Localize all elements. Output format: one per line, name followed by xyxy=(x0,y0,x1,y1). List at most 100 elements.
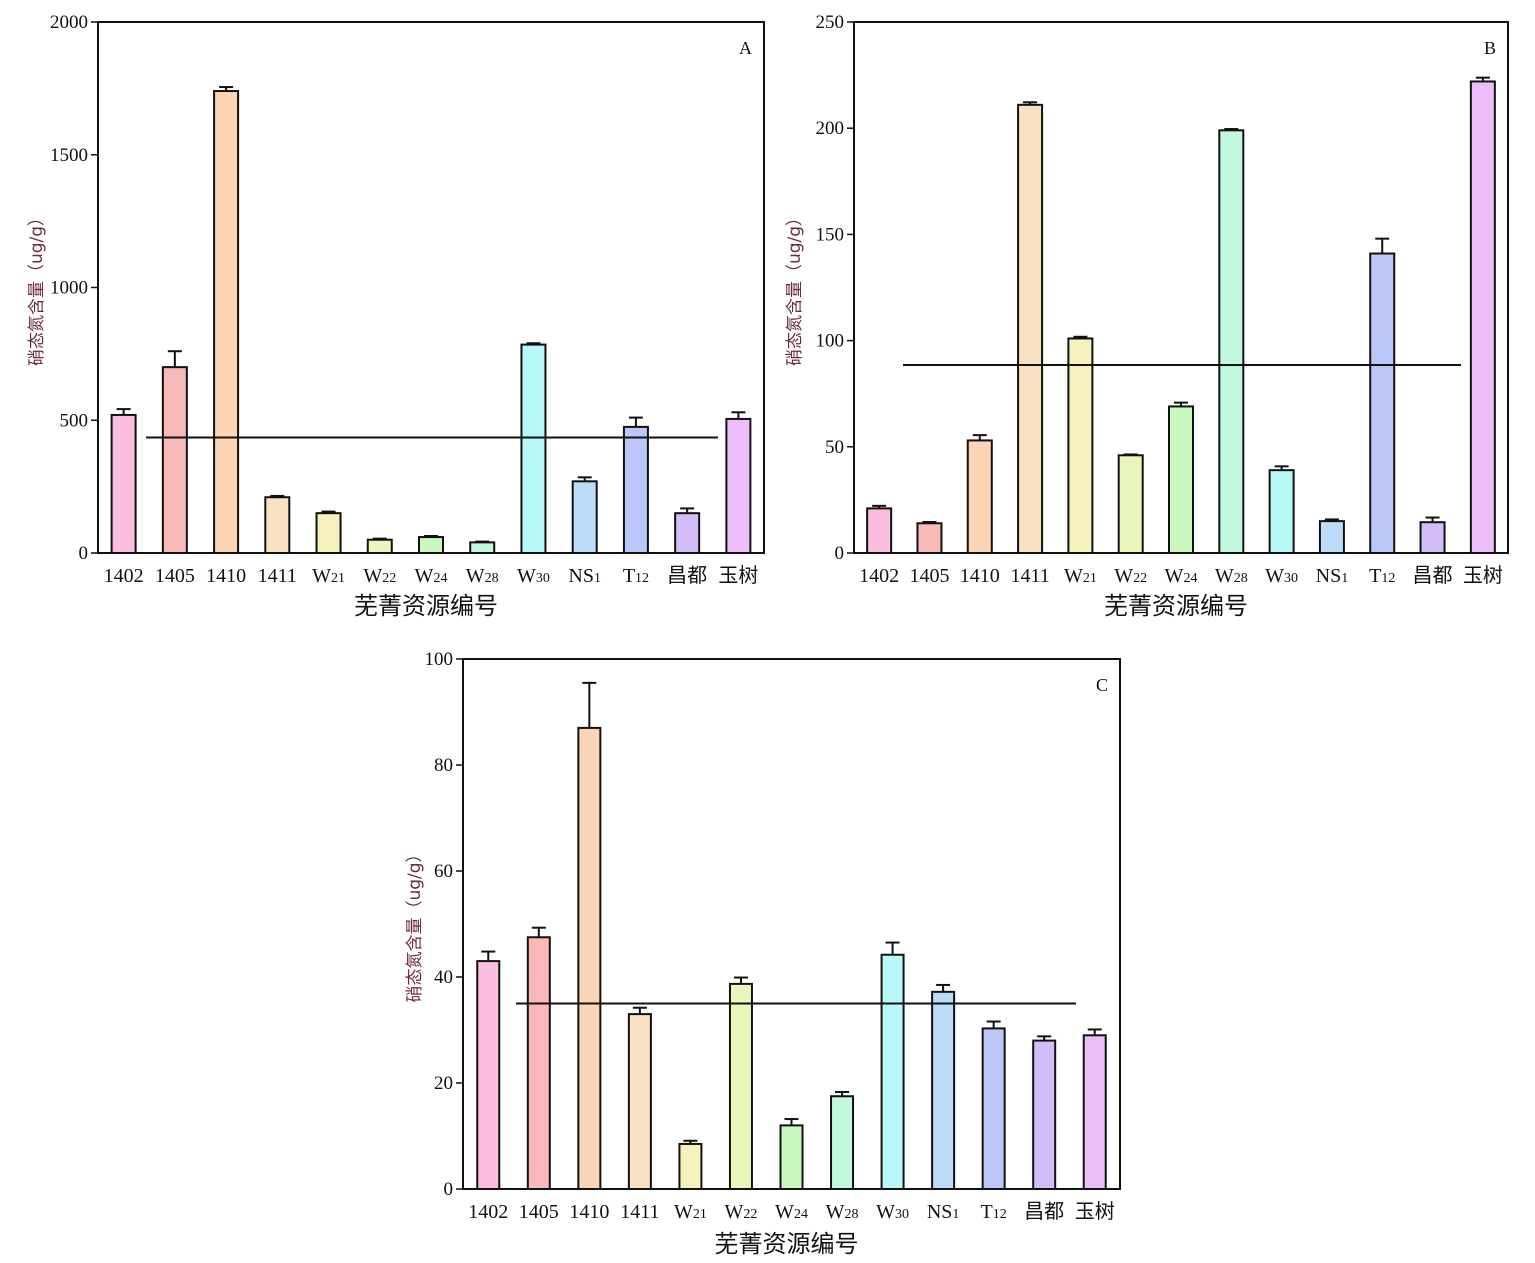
x-tick-label: W22 xyxy=(1114,565,1147,587)
y-tick-label: 0 xyxy=(444,1179,454,1200)
bar xyxy=(725,417,752,554)
bar xyxy=(966,439,993,555)
x-axis-title: 芜菁资源编号 xyxy=(354,592,498,620)
bar xyxy=(1369,252,1396,555)
bar xyxy=(678,1142,703,1190)
x-tick-label: NS1 xyxy=(927,1201,960,1223)
x-tick-label: 1410 xyxy=(206,565,246,587)
bar xyxy=(830,1095,855,1190)
x-tick-label: 昌都 xyxy=(1413,564,1453,587)
bar xyxy=(161,366,188,554)
y-tick-label: 40 xyxy=(434,967,453,988)
bar xyxy=(1168,405,1194,554)
x-tick-label: 昌都 xyxy=(1024,1200,1064,1223)
bar xyxy=(469,541,496,555)
x-tick-label: W21 xyxy=(674,1201,707,1223)
x-tick-label: 1411 xyxy=(1010,565,1049,587)
chart-panel-c: 0 20 40 60 80 100 1402 1405 1410 1411 W21 W22 W24 W28… xyxy=(405,649,1121,1258)
y-axis-title: 硝态氮含量（ug/g） xyxy=(785,209,805,366)
y-tick-label: 500 xyxy=(60,410,89,431)
x-tick-label: 1405 xyxy=(909,565,949,587)
x-tick-label: 1405 xyxy=(155,565,195,587)
x-tick-label: W21 xyxy=(1064,565,1097,587)
x-tick-label: W24 xyxy=(415,565,448,587)
y-tick-label: 150 xyxy=(816,224,845,245)
bar xyxy=(264,496,291,554)
bar xyxy=(1117,454,1144,554)
x-tick-label: 1402 xyxy=(859,565,899,587)
x-tick-label: 昌都 xyxy=(667,564,707,587)
x-tick-label: W22 xyxy=(363,565,396,587)
y-tick-label: 250 xyxy=(816,12,845,33)
bar xyxy=(1469,80,1496,555)
y-tick-label: 1500 xyxy=(50,145,88,166)
y-tick-label: 100 xyxy=(425,649,454,670)
bar xyxy=(880,953,905,1190)
bar xyxy=(627,1013,652,1190)
x-tick-label: W28 xyxy=(826,1201,859,1223)
bar xyxy=(213,90,240,554)
y-tick-label: 20 xyxy=(434,1073,453,1094)
bar xyxy=(366,538,393,554)
bar xyxy=(577,726,602,1191)
x-axis-title: 芜菁资源编号 xyxy=(1104,592,1248,620)
bar xyxy=(1032,1039,1057,1190)
x-tick-label: 玉树 xyxy=(1075,1200,1115,1223)
x-tick-label: 1410 xyxy=(569,1201,609,1223)
x-tick-label: 1402 xyxy=(468,1201,508,1223)
x-tick-label: T12 xyxy=(1369,565,1395,587)
bar xyxy=(1218,129,1245,554)
y-tick-label: 50 xyxy=(825,437,844,458)
x-tick-label: 1410 xyxy=(960,565,1000,587)
x-tick-label: 1402 xyxy=(104,565,144,587)
y-tick-label: 0 xyxy=(835,543,845,564)
x-tick-label: 1411 xyxy=(258,565,297,587)
panel-letter: C xyxy=(1096,675,1108,695)
bar xyxy=(476,960,501,1190)
bar xyxy=(1082,1034,1107,1191)
bar xyxy=(866,507,893,554)
bar xyxy=(110,413,137,554)
panel-letter: B xyxy=(1484,38,1496,58)
bar xyxy=(981,1027,1006,1191)
y-tick-label: 200 xyxy=(816,118,845,139)
bar xyxy=(1067,337,1094,555)
y-tick-label: 0 xyxy=(79,543,89,564)
y-tick-label: 60 xyxy=(434,861,453,882)
x-tick-label: W30 xyxy=(1265,565,1298,587)
x-tick-label: T12 xyxy=(623,565,649,587)
x-tick-label: 1405 xyxy=(519,1201,559,1223)
x-tick-label: NS1 xyxy=(1316,565,1349,587)
x-tick-label: W24 xyxy=(1165,565,1198,587)
bar xyxy=(571,480,598,554)
plot-frame xyxy=(462,658,1121,1190)
y-axis-title: 硝态氮含量（ug/g） xyxy=(27,209,47,366)
x-tick-label: T12 xyxy=(981,1201,1007,1223)
bar xyxy=(674,512,701,554)
x-axis-title: 芜菁资源编号 xyxy=(715,1230,859,1258)
chart-panel-b: 0 50 100 150 200 250 1402 1405 1410 1411 W21 W22 W24… xyxy=(785,12,1509,620)
x-tick-label: 玉树 xyxy=(718,564,758,587)
bar xyxy=(916,522,943,554)
bar xyxy=(622,425,649,555)
y-tick-label: 80 xyxy=(434,755,453,776)
y-tick-label: 2000 xyxy=(50,12,88,33)
y-tick-label: 1000 xyxy=(50,278,88,299)
bar xyxy=(315,512,342,554)
y-axis-title: 硝态氮含量（ug/g） xyxy=(405,845,425,1002)
bar xyxy=(1017,103,1044,554)
bar xyxy=(526,936,551,1190)
x-tick-label: 玉树 xyxy=(1463,564,1503,587)
x-tick-label: W22 xyxy=(725,1201,758,1223)
x-tick-label: W28 xyxy=(1215,565,1248,587)
x-tick-label: W24 xyxy=(775,1201,808,1223)
x-tick-label: W28 xyxy=(466,565,499,587)
plot-frame xyxy=(97,21,765,554)
bar xyxy=(1268,469,1295,554)
y-tick-label: 100 xyxy=(816,331,845,352)
x-tick-label: W30 xyxy=(517,565,550,587)
panel-letter: A xyxy=(739,38,752,58)
bar xyxy=(1318,520,1345,555)
x-tick-label: NS1 xyxy=(568,565,601,587)
